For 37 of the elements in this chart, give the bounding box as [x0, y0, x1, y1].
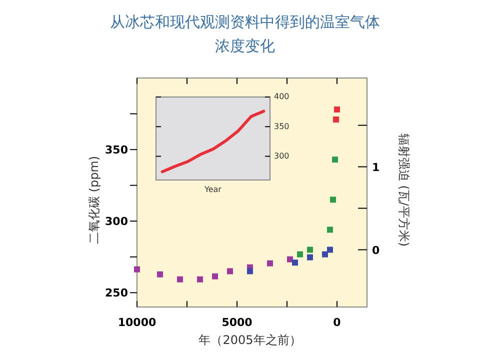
point — [327, 226, 333, 233]
x-tick-label: 5000 — [222, 316, 253, 329]
point — [332, 156, 338, 163]
y2-tick-label: 0 — [372, 244, 380, 257]
point — [157, 271, 163, 278]
point — [134, 266, 140, 272]
point — [177, 276, 183, 282]
point — [297, 251, 303, 258]
x-axis-title: 年（2005年之前） — [198, 333, 302, 347]
point — [334, 106, 340, 112]
point — [322, 251, 328, 258]
y-tick-label: 400 — [274, 92, 290, 102]
point — [267, 260, 273, 266]
point — [227, 268, 233, 274]
x-tick-label: 0 — [333, 316, 342, 329]
y-tick-label: 250 — [105, 286, 128, 300]
line-series — [160, 110, 266, 174]
point — [292, 260, 298, 266]
y-tick-label: 300 — [105, 215, 128, 228]
point — [212, 273, 218, 280]
point — [197, 276, 203, 282]
y-tick-label: 350 — [105, 144, 128, 157]
y-tick-label: 300 — [274, 151, 290, 160]
point — [247, 268, 253, 274]
point — [330, 196, 336, 203]
y2-axis-title: 辐射强迫 (瓦/平方米) — [397, 133, 411, 247]
y-tick-label: 350 — [274, 122, 290, 131]
point — [333, 116, 339, 123]
y-axis-title: 二氧化碳 (ppm) — [87, 156, 101, 244]
y2-tick-label: 1 — [372, 160, 380, 174]
chart-title: 从冰芯和现代观测资料中得到的温室气体浓度变化 — [110, 13, 380, 55]
point — [307, 246, 313, 253]
point — [307, 254, 313, 260]
x-axis-title: Year — [204, 185, 222, 194]
point — [287, 256, 293, 262]
x-tick-label: 10000 — [118, 316, 156, 329]
point — [327, 246, 333, 253]
